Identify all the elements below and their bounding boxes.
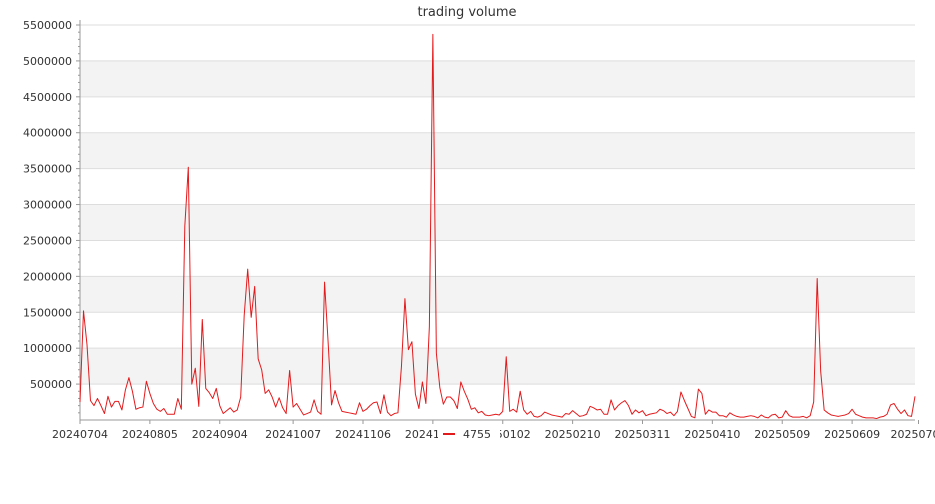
series-layer: [79, 33, 916, 420]
x-tick-label: 20250311: [614, 428, 670, 441]
y-tick-label: 1500000: [23, 306, 72, 319]
y-tick-label: 3500000: [23, 163, 72, 176]
x-tick-label: 20250708: [890, 428, 935, 441]
y-tick-label: 2000000: [23, 270, 72, 283]
y-tick-label: 2500000: [23, 234, 72, 247]
y-tick-label: 4000000: [23, 127, 72, 140]
plot-band: [80, 348, 915, 385]
y-tick-label: 5000000: [23, 55, 72, 68]
x-tick-label: 20240805: [122, 428, 178, 441]
plot-band: [80, 132, 915, 169]
x-tick-label: 20240904: [192, 428, 248, 441]
grid-lines: [80, 24, 915, 385]
plot-band: [80, 60, 915, 97]
plot-band: [80, 276, 915, 313]
x-axis-ticks: 20240704 20240805 20240904 20241007 20241106…: [52, 420, 935, 441]
y-tick-label: 5500000: [23, 19, 72, 32]
y-axis-ticks: 500000 1000000 1500000 2000000 2500000 300000…: [23, 19, 80, 414]
x-tick-label: 20250509: [754, 428, 810, 441]
series-line-4755: [79, 33, 916, 420]
x-tick-label: 20250210: [545, 428, 601, 441]
x-tick-label: 20250609: [824, 428, 880, 441]
legend-box: [438, 426, 500, 442]
y-tick-label: 3000000: [23, 199, 72, 212]
x-tick-label: 20250410: [684, 428, 740, 441]
x-tick-label: 20241007: [265, 428, 321, 441]
x-tick-label: 20240704: [52, 428, 108, 441]
y-tick-label: 500000: [30, 378, 72, 391]
legend-label: 4755: [463, 428, 491, 441]
plot-bands: [80, 60, 915, 385]
y-tick-label: 1000000: [23, 342, 72, 355]
legend: 4755: [438, 426, 500, 442]
chart-title: trading volume: [417, 5, 516, 20]
y-tick-label: 4500000: [23, 91, 72, 104]
axes: [79, 20, 915, 421]
x-tick-label: 20241106: [335, 428, 391, 441]
plot-band: [80, 204, 915, 241]
